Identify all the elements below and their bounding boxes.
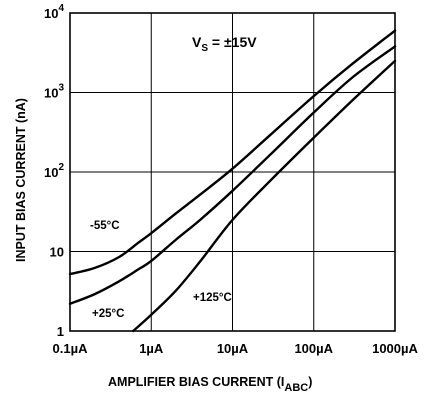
- y-tick-base-1: 10: [50, 245, 64, 260]
- series-line-0: [68, 29, 397, 276]
- y-tick-exp-4: 4: [58, 3, 64, 14]
- x-tick-label-3: 100µA: [294, 341, 333, 356]
- y-tick-base-3: 10: [44, 86, 58, 101]
- series-layer: [68, 29, 397, 333]
- y-tick-base-4: 10: [44, 6, 58, 21]
- plot-frame: [69, 12, 396, 332]
- x-axis-label: AMPLIFIER BIAS CURRENT (IABC): [108, 375, 312, 394]
- grid: [69, 12, 396, 332]
- supply-annotation-sub: S: [201, 43, 208, 54]
- series-line-2: [132, 59, 397, 333]
- y-tick-label-1: 10: [50, 245, 64, 260]
- series-label-minus55: -55°C: [90, 220, 120, 232]
- y-tick-label-2: 102: [44, 162, 64, 180]
- supply-annotation-rest: = ±15V: [208, 34, 257, 50]
- x-axis-label-sub: ABC: [284, 382, 308, 394]
- y-tick-label-3: 103: [44, 83, 64, 101]
- y-tick-base-0: 1: [57, 324, 64, 339]
- series-line-1: [68, 45, 397, 305]
- x-axis-label-close: ): [308, 375, 312, 389]
- series-label-plus25: +25°C: [92, 308, 124, 320]
- y-tick-label-4: 104: [44, 3, 64, 21]
- x-tick-label-4: 1000µA: [372, 341, 418, 356]
- x-tick-label-2: 10µA: [217, 341, 249, 356]
- y-tick-exp-3: 3: [58, 83, 64, 94]
- x-axis-label-text: AMPLIFIER BIAS CURRENT (I: [108, 375, 284, 389]
- series-label-plus125: +125°C: [193, 292, 232, 304]
- y-axis-label: INPUT BIAS CURRENT (nA): [14, 98, 28, 262]
- y-tick-exp-2: 2: [58, 162, 64, 173]
- x-tick-label-0: 0.1µA: [53, 341, 89, 356]
- y-tick-label-0: 1: [57, 324, 64, 339]
- y-tick-base-2: 10: [44, 165, 58, 180]
- supply-annotation: VS = ±15V: [192, 34, 257, 54]
- x-tick-label-1: 1µA: [139, 341, 164, 356]
- supply-annotation-main: V: [192, 34, 202, 50]
